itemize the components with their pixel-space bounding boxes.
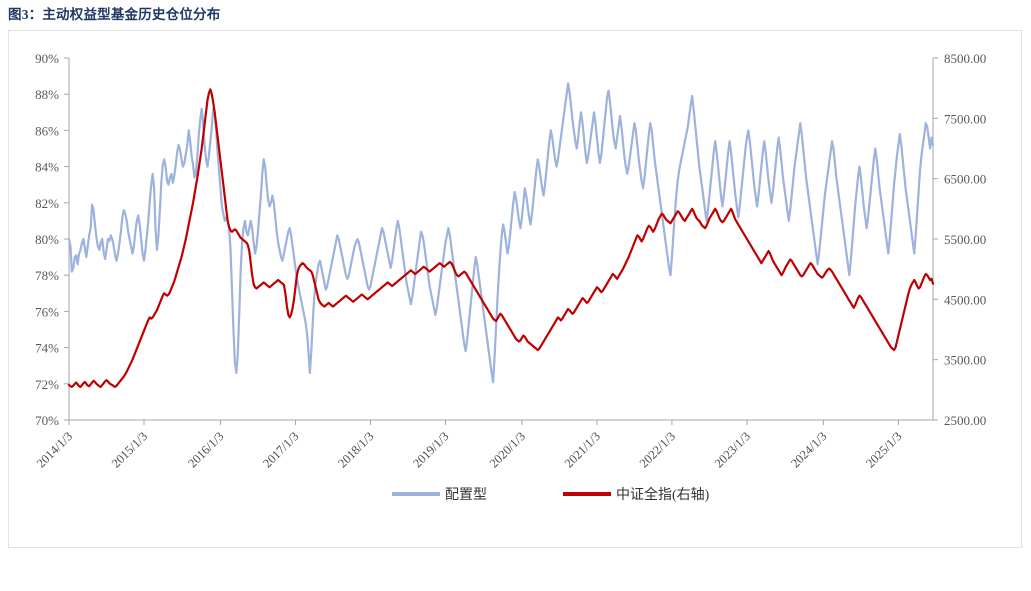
left-axis-tick-label: 70% xyxy=(35,413,59,428)
series-line-allocation xyxy=(67,82,935,384)
x-axis-tick-label: 2016/1/3 xyxy=(185,429,226,470)
x-axis-tick-label: 2024/1/3 xyxy=(788,429,829,470)
x-axis-tick-label: 2025/1/3 xyxy=(863,429,904,470)
x-axis-tick-label: 2015/1/3 xyxy=(109,429,150,470)
page-title: 图3：主动权益型基金历史仓位分布 xyxy=(8,7,221,22)
series-group xyxy=(67,82,935,388)
chart-legend: 配置型 中证全指(右轴) xyxy=(392,486,710,503)
left-axis-tick-label: 76% xyxy=(35,304,59,319)
left-axis-tick-label: 80% xyxy=(35,232,59,247)
chart-plot-area: 70% 72% 74% 76% 78% 80% 82% 84% 86% 88% 90% 2500.0… xyxy=(34,51,986,503)
x-axis-tick-label: 2018/1/3 xyxy=(335,429,376,470)
right-axis-tick-label: 3500.00 xyxy=(944,353,986,368)
right-axis-tick-label: 4500.00 xyxy=(944,292,986,307)
right-axis-tick-label: 8500.00 xyxy=(944,51,986,66)
x-axis-tick-label: 2021/1/3 xyxy=(562,429,603,470)
x-axis-tick-label: 2019/1/3 xyxy=(410,429,451,470)
right-axis-tick-label: 2500.00 xyxy=(944,413,986,428)
left-axis-tick-label: 90% xyxy=(35,51,59,66)
left-axis-tick-label: 82% xyxy=(35,196,59,211)
x-axis-tick-label: 2014/1/3 xyxy=(34,429,75,470)
left-axis-tick-label: 84% xyxy=(35,160,59,175)
right-axis-tick-label: 7500.00 xyxy=(944,111,986,126)
x-axis-tick-label: 2023/1/3 xyxy=(712,429,753,470)
left-axis-tick-label: 86% xyxy=(35,123,59,138)
legend-label-1: 配置型 xyxy=(445,487,487,503)
left-axis-tick-label: 78% xyxy=(35,268,59,283)
left-axis-tick-label: 88% xyxy=(35,87,59,102)
legend-label-2: 中证全指(右轴) xyxy=(616,486,710,503)
right-axis-tick-label: 5500.00 xyxy=(944,232,986,247)
series-line-csi-all-share xyxy=(67,88,935,388)
left-axis-tick-label: 74% xyxy=(35,341,59,356)
x-axis-tick-label: 2017/1/3 xyxy=(260,429,301,470)
x-axis-tick-label: 2022/1/3 xyxy=(637,429,678,470)
x-axis: 2014/1/3 2015/1/3 2016/1/3 2017/1/3 2018/1/3… xyxy=(34,419,933,471)
right-axis-tick-label: 6500.00 xyxy=(944,172,986,187)
chart-panel: 70% 72% 74% 76% 78% 80% 82% 84% 86% 88% 90% 2500.0… xyxy=(8,30,1022,548)
left-axis: 70% 72% 74% 76% 78% 80% 82% 84% 86% 88% 90% xyxy=(35,51,70,428)
right-axis: 2500.00 3500.00 4500.00 5500.00 6500.00 7500.… xyxy=(932,51,986,428)
left-axis-tick-label: 72% xyxy=(35,377,59,392)
x-axis-tick-label: 2020/1/3 xyxy=(487,429,528,470)
